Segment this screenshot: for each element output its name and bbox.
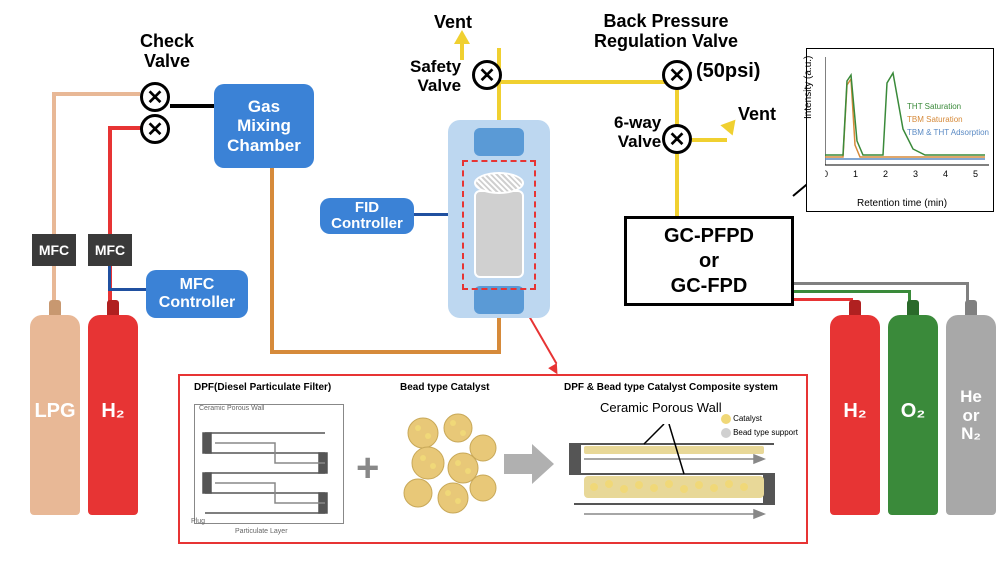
legend-catalyst: Catalyst xyxy=(721,412,798,426)
gc-box: GC-PFPD or GC-FPD xyxy=(624,216,794,306)
inset-comp-title: DPF & Bead type Catalyst Composite syste… xyxy=(564,382,778,393)
lpg-line-h xyxy=(52,92,140,96)
check-valve-label: Check Valve xyxy=(140,32,194,72)
mfc-box-1: MFC xyxy=(32,234,76,266)
reactor-mesh xyxy=(474,172,524,194)
legend: THT Saturation TBM Saturation TBM & THT … xyxy=(907,101,989,139)
svg-text:1: 1 xyxy=(853,169,858,179)
legend-ads: TBM & THT Adsorption xyxy=(907,127,989,140)
chart-ylabel: Intensity (a.u.) xyxy=(803,56,814,119)
reactor-bottom xyxy=(474,286,524,314)
gas-mixing-chamber: Gas Mixing Chamber xyxy=(214,84,314,168)
safety-valve-label: Safety Valve xyxy=(410,58,461,95)
h2r-line-h xyxy=(790,298,853,301)
cv-to-gmc xyxy=(170,104,220,108)
bpr-valve: ✕ xyxy=(662,60,692,90)
check-valve-2: ✕ xyxy=(140,114,170,144)
gc-line1: GC-PFPD xyxy=(664,224,754,249)
safety-valve: ✕ xyxy=(472,60,502,90)
legend-tbm: TBM Saturation xyxy=(907,114,989,127)
chart-xlabel: Retention time (min) xyxy=(857,198,947,209)
chromatogram-chart: Intensity (a.u.) Retention time (min) 0 1… xyxy=(806,48,994,212)
reactor-inner xyxy=(474,190,524,278)
inset-cpw-big: Ceramic Porous Wall xyxy=(600,400,722,415)
legend-tht: THT Saturation xyxy=(907,101,989,114)
svg-text:0: 0 xyxy=(825,169,828,179)
inset-bead-title: Bead type Catalyst xyxy=(400,382,489,393)
cyl-o2-label: O₂ xyxy=(888,400,938,423)
fid-controller: FID Controller xyxy=(320,198,414,234)
orange-up xyxy=(497,314,501,354)
check-valve-1: ✕ xyxy=(140,82,170,112)
reactor-top xyxy=(474,128,524,156)
yellow-vent2-h xyxy=(692,138,727,142)
o2-line-h xyxy=(790,290,911,293)
cyl-h2l-label: H₂ xyxy=(88,400,138,423)
svg-text:5: 5 xyxy=(973,169,978,179)
inset-composite: DPF(Diesel Particulate Filter) Ceramic P… xyxy=(178,374,808,544)
orange-down xyxy=(270,168,274,353)
bead-cluster xyxy=(398,408,498,518)
inset-dpf-title: DPF(Diesel Particulate Filter) xyxy=(194,382,331,393)
inset-dpf: Ceramic Porous Wall Plug Particulate Lay… xyxy=(194,404,344,524)
legend-support: Bead type support xyxy=(721,426,798,440)
plus-icon: + xyxy=(356,446,379,491)
mfc-blue-h xyxy=(108,288,148,291)
six-way-label: 6-way Valve xyxy=(614,114,661,151)
mfc-box-2: MFC xyxy=(88,234,132,266)
gc-line3: GC-FPD xyxy=(671,274,748,299)
dpf-plug-label: Plug xyxy=(191,518,205,525)
dpf-part-label: Particulate Layer xyxy=(235,528,288,535)
big-arrow xyxy=(504,444,554,489)
vent2-label: Vent xyxy=(738,104,776,125)
cyl-lpg-label: LPG xyxy=(30,400,80,423)
cyl-he-label: He or N₂ xyxy=(946,388,996,444)
six-way-valve: ✕ xyxy=(662,124,692,154)
svg-text:3: 3 xyxy=(913,169,918,179)
bpr-label: Back Pressure Regulation Valve xyxy=(594,12,738,52)
yellow-top-h xyxy=(497,80,677,84)
he-line-h xyxy=(790,282,969,285)
orange-right xyxy=(270,350,500,354)
inset-legend: Catalyst Bead type support xyxy=(721,412,798,441)
dpf-cpw-label: Ceramic Porous Wall xyxy=(199,405,264,412)
svg-text:2: 2 xyxy=(883,169,888,179)
svg-text:4: 4 xyxy=(943,169,948,179)
lpg-line-v xyxy=(52,92,56,315)
yellow-reactor-up xyxy=(497,48,501,130)
vent1-label: Vent xyxy=(434,12,472,33)
cyl-h2r-label: H₂ xyxy=(830,400,880,423)
gc-line2: or xyxy=(699,249,719,274)
bpr-psi: (50psi) xyxy=(696,60,760,83)
mfc-controller: MFC Controller xyxy=(146,270,248,318)
